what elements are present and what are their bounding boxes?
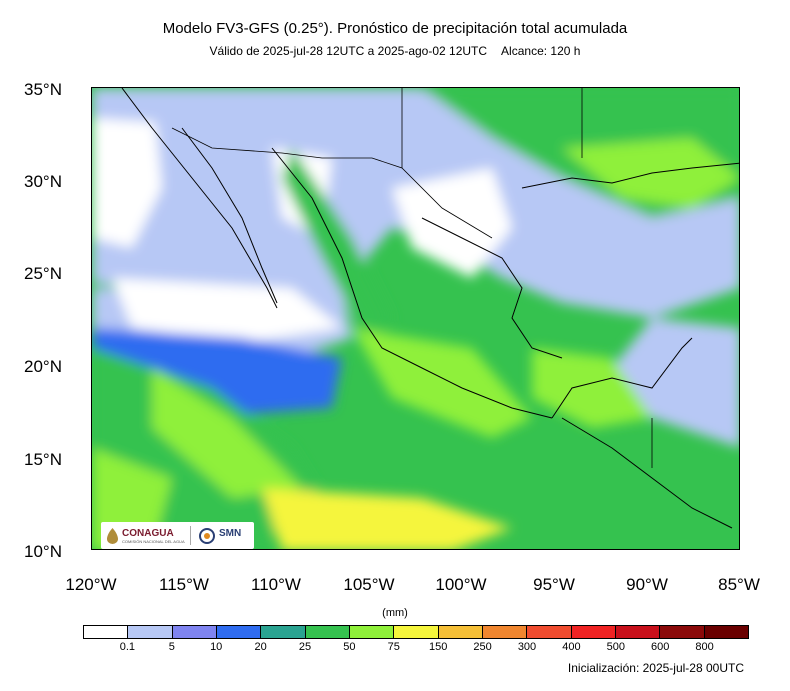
colorbar-tick-label: 300 (517, 641, 537, 653)
colorbar-tick-label: 5 (168, 641, 175, 653)
colorbar-bin (438, 626, 483, 638)
colorbar-bin (349, 626, 395, 638)
colorbar-tick-label: 25 (298, 641, 312, 653)
conagua-logo-text: CONAGUA (122, 528, 174, 539)
lon-label: 110°W (251, 575, 301, 594)
valid-period: Válido de 2025-jul-28 12UTC a 2025-ago-0… (209, 44, 488, 58)
colorbar-tick-label: 150 (429, 641, 448, 653)
colorbar-bin (660, 626, 705, 638)
lon-label: 120°W (65, 575, 117, 594)
colorbar-bin (482, 626, 528, 638)
coastlines (121, 88, 739, 529)
lon-label: 95°W (533, 575, 575, 594)
colorbar-bin (84, 626, 129, 638)
colorbar-bin (305, 626, 350, 638)
smn-logo-text: SMN (219, 528, 242, 539)
colorbar-bin (615, 626, 661, 638)
conagua-logo-icon (107, 528, 118, 544)
map-title: Modelo FV3-GFS (0.25°). Pronóstico de pr… (162, 20, 628, 37)
colorbar-tick-label: 50 (343, 641, 356, 653)
colorbar-tick-label: 10 (210, 641, 223, 653)
colorbar-bin (172, 626, 217, 638)
forecast-range: Alcance: 120 h (501, 44, 581, 58)
colorbar-tick-label: 500 (606, 641, 625, 653)
lon-label: 90°W (626, 575, 668, 594)
precipitation-field (92, 88, 739, 549)
colorbar-unit: (mm) (382, 607, 408, 619)
lon-label: 85°W (718, 575, 760, 594)
colorbar-bin (216, 626, 262, 638)
colorbar-tick-label: 0.1 (119, 641, 136, 653)
lat-label: 30°N (24, 172, 62, 191)
colorbar-bin (571, 626, 616, 638)
conagua-logo-subtitle: COMISIÓN NACIONAL DEL AGUA (122, 539, 185, 544)
colorbar-bin (261, 626, 306, 638)
lat-label: 35°N (24, 80, 62, 99)
lat-label: 25°N (24, 264, 62, 283)
colorbar-bin (128, 626, 173, 638)
colorbar-tick-label: 250 (473, 641, 492, 653)
colorbar-tick-label: 20 (254, 641, 267, 653)
lon-label: 100°W (435, 575, 487, 594)
precip-colorbar (83, 625, 749, 639)
lon-label: 115°W (159, 575, 209, 594)
map-subtitle: Válido de 2025-jul-28 12UTC a 2025-ago-0… (0, 44, 790, 58)
precip-low-layer (92, 88, 739, 549)
political-borders (171, 88, 653, 468)
lat-label: 20°N (24, 357, 62, 376)
colorbar-tick-label: 75 (387, 641, 400, 653)
colorbar-bin (704, 626, 748, 638)
logo-divider (190, 526, 191, 545)
init-time: Inicialización: 2025-jul-28 00UTC (567, 661, 744, 675)
colorbar-bin (527, 626, 572, 638)
lon-label: 105°W (343, 575, 395, 594)
lat-label: 15°N (24, 450, 62, 469)
precipitation-map (91, 87, 740, 550)
colorbar-bin (394, 626, 439, 638)
smn-logo-icon (199, 528, 215, 544)
colorbar-tick-label: 600 (651, 641, 670, 653)
agency-logos: CONAGUA COMISIÓN NACIONAL DEL AGUA SMN (101, 522, 254, 549)
colorbar-tick-label: 800 (695, 641, 714, 653)
colorbar-tick-label: 400 (562, 641, 581, 653)
lat-label: 10°N (24, 542, 62, 561)
